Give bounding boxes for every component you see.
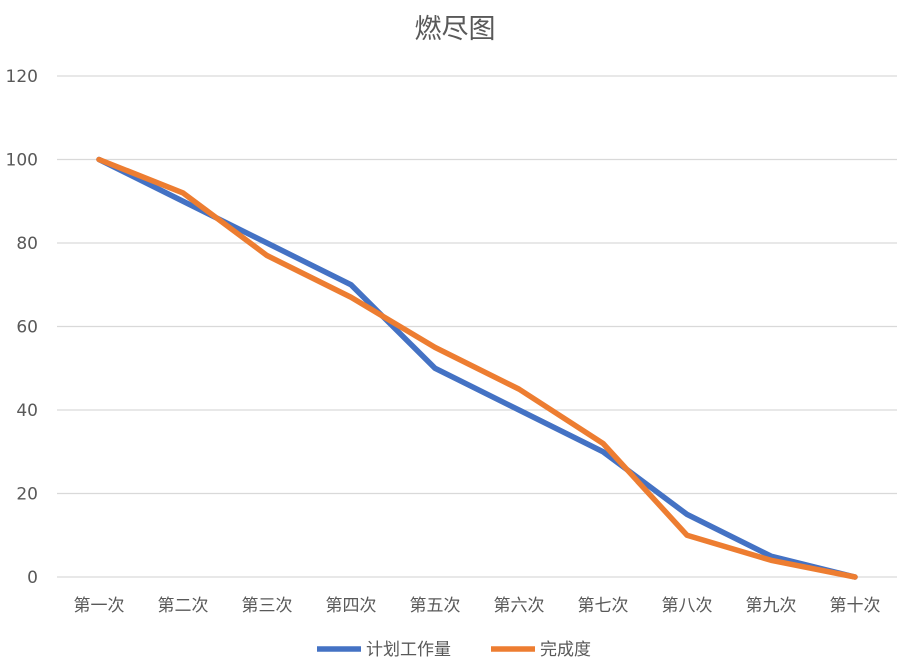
legend: 计划工作量 完成度 [317, 640, 591, 660]
y-tick-label: 20 [16, 485, 38, 505]
series-line-2 [96, 156, 858, 580]
x-tick-label: 第九次 [746, 596, 797, 616]
x-tick-label: 第二次 [158, 596, 209, 616]
y-tick-label: 120 [6, 67, 38, 87]
x-tick-label: 第十次 [830, 596, 881, 616]
legend-label: 计划工作量 [366, 640, 451, 660]
y-axis-tick-labels: 0 20 40 60 80 100 120 [6, 67, 38, 588]
x-tick-label: 第三次 [242, 596, 293, 616]
y-tick-label: 40 [16, 401, 38, 421]
series-lines [96, 156, 858, 580]
y-tick-label: 80 [16, 234, 38, 254]
x-axis-tick-labels: 第一次 第二次 第三次 第四次 第五次 第六次 第七次 第八次 第九次 第十次 [74, 596, 881, 616]
y-tick-label: 0 [27, 568, 38, 588]
legend-item-2: 完成度 [491, 640, 591, 660]
y-tick-label: 60 [16, 318, 38, 338]
x-tick-label: 第八次 [662, 596, 713, 616]
x-tick-label: 第五次 [410, 596, 461, 616]
x-tick-label: 第六次 [494, 596, 545, 616]
legend-label: 完成度 [540, 640, 591, 660]
y-tick-label: 100 [6, 151, 38, 171]
x-tick-label: 第七次 [578, 596, 629, 616]
legend-item-1: 计划工作量 [317, 640, 451, 660]
chart-title: 燃尽图 [415, 14, 496, 45]
x-tick-label: 第一次 [74, 596, 125, 616]
x-tick-label: 第四次 [326, 596, 377, 616]
gridlines [57, 75, 897, 578]
